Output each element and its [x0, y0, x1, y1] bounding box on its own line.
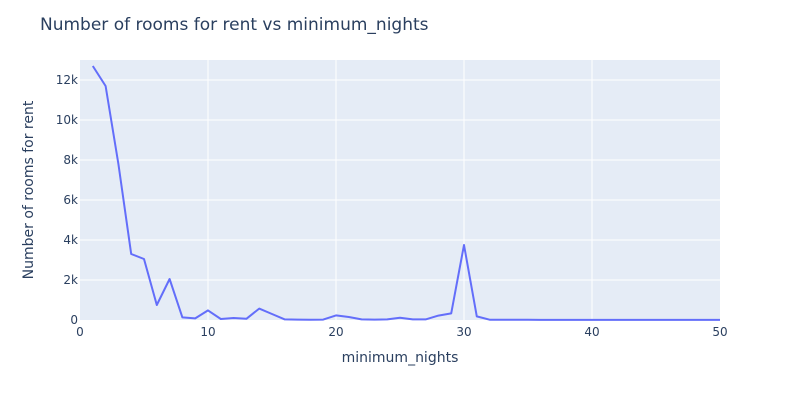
y-tick-label: 8k	[63, 153, 78, 167]
x-tick-label: 50	[712, 325, 727, 339]
plot-area	[80, 60, 720, 320]
x-tick-label: 10	[200, 325, 215, 339]
grid-lines	[80, 60, 720, 320]
y-axis-title: Number of rooms for rent	[21, 100, 37, 279]
x-tick-label: 30	[456, 325, 471, 339]
y-tick-label: 10k	[56, 113, 78, 127]
x-tick-label: 40	[584, 325, 599, 339]
series-layer	[91, 65, 720, 321]
x-tick-label: 20	[328, 325, 343, 339]
x-axis-title: minimum_nights	[342, 350, 459, 366]
tick-labels: 0 10 20 30 40 50 0 2k 4k 6k 8k 10k 12k	[56, 73, 728, 339]
chart-title: Number of rooms for rent vs minimum_nigh…	[40, 15, 429, 35]
series-line	[91, 65, 720, 321]
y-tick-label: 4k	[63, 233, 78, 247]
y-tick-label: 6k	[63, 193, 78, 207]
y-tick-label: 0	[70, 313, 78, 327]
y-tick-label: 2k	[63, 273, 78, 287]
x-tick-label: 0	[76, 325, 84, 339]
y-tick-label: 12k	[56, 73, 78, 87]
